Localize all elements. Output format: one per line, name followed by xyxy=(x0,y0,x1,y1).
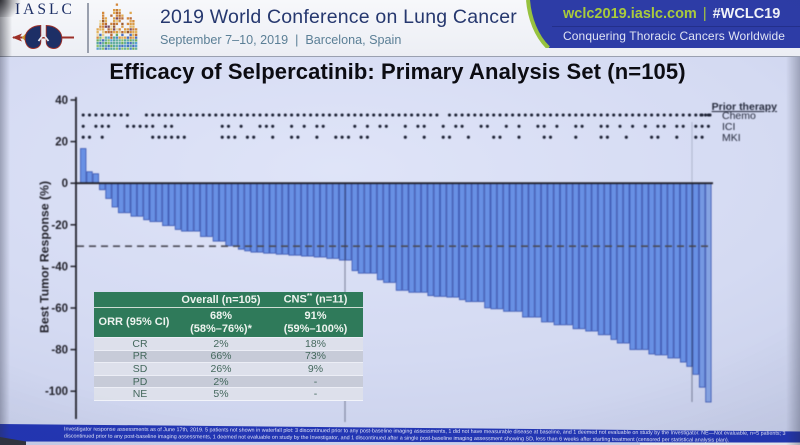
svg-text:Chemo: Chemo xyxy=(722,110,756,122)
svg-text:-80: -80 xyxy=(51,345,68,357)
svg-text:0: 0 xyxy=(62,178,68,190)
svg-text:20: 20 xyxy=(55,137,68,149)
svg-text:-60: -60 xyxy=(51,303,68,315)
svg-text:Best Tumor Response (%): Best Tumor Response (%) xyxy=(37,181,51,333)
svg-text:ICI: ICI xyxy=(722,121,735,133)
svg-text:-40: -40 xyxy=(51,261,68,273)
svg-text:-100: -100 xyxy=(45,386,68,398)
svg-text:MKI: MKI xyxy=(722,132,741,144)
svg-text:40: 40 xyxy=(55,95,68,107)
svg-text:-20: -20 xyxy=(51,220,68,232)
svg-text:Prior therapy: Prior therapy xyxy=(712,101,778,113)
